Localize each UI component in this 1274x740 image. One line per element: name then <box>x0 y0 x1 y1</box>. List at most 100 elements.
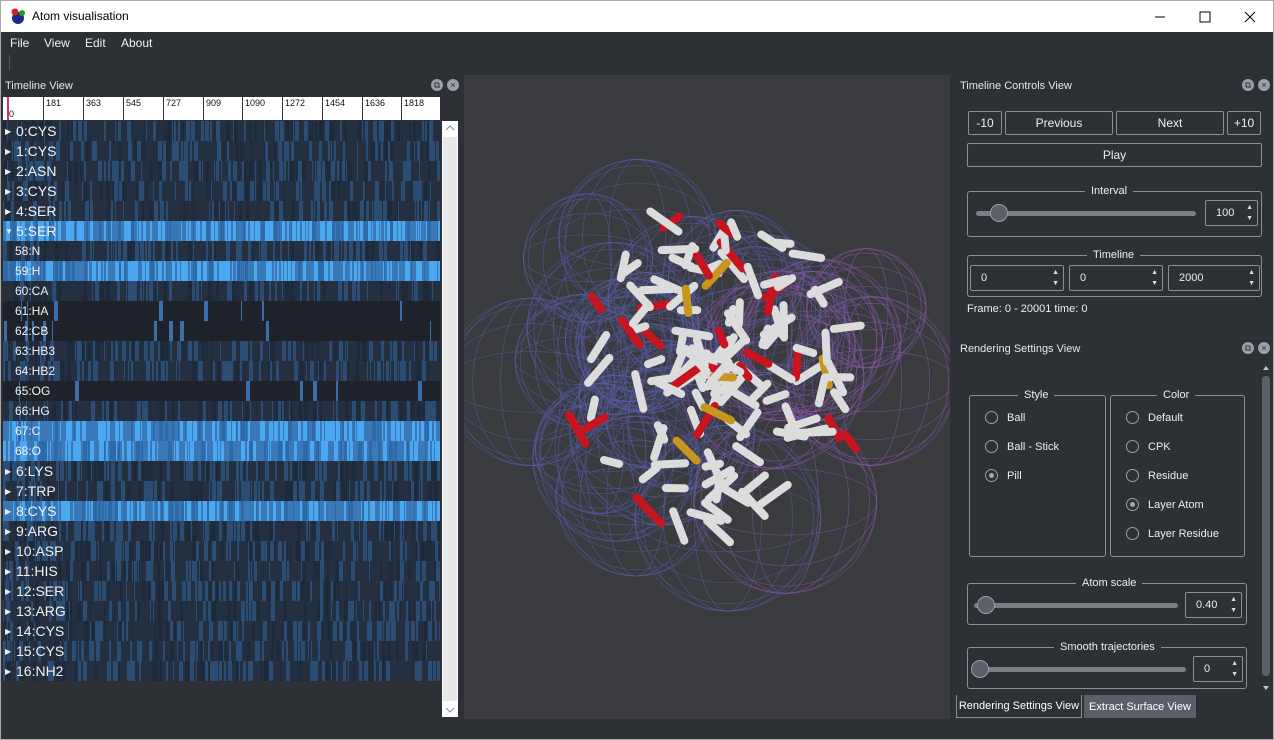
smooth-spinbox[interactable]: 0 ▲ ▼ <box>1193 656 1243 682</box>
timeline-row[interactable]: ▶ 6:LYS <box>3 461 440 481</box>
expand-arrow-icon[interactable]: ▶ <box>5 607 12 616</box>
timeline-row[interactable]: ▶ 3:CYS <box>3 181 440 201</box>
float-icon[interactable]: ⧉ <box>1242 342 1254 354</box>
timeline-scroll-thumb[interactable] <box>443 137 457 701</box>
scroll-up-icon[interactable] <box>442 121 458 135</box>
spin-down-icon[interactable]: ▼ <box>1248 280 1255 287</box>
maximize-button[interactable] <box>1182 1 1228 32</box>
radio-icon[interactable] <box>1126 469 1139 482</box>
menu-view[interactable]: View <box>44 36 70 50</box>
expanded-arrow-icon[interactable]: ▼ <box>5 227 13 236</box>
timeline-ruler[interactable]: 0 181 363 545 727 909 1090 1272 1454 1636 1818 <box>3 97 440 120</box>
previous-button[interactable]: Previous <box>1005 111 1113 135</box>
molecule-3d-viewport[interactable] <box>446 75 956 719</box>
timeline-row[interactable]: 66:HG <box>3 401 440 421</box>
tab-rendering-settings[interactable]: Rendering Settings View <box>956 695 1082 718</box>
timeline-row[interactable]: ▶ 13:ARG <box>3 601 440 621</box>
expand-arrow-icon[interactable]: ▶ <box>5 487 12 496</box>
minus-10-button[interactable]: -10 <box>968 111 1002 135</box>
timeline-end-spinbox[interactable]: 2000 ▲ ▼ <box>1168 265 1260 291</box>
radio-icon[interactable] <box>985 440 998 453</box>
expand-arrow-icon[interactable]: ▶ <box>5 547 12 556</box>
radio-checked-icon[interactable] <box>985 469 998 482</box>
expand-arrow-icon[interactable]: ▶ <box>5 207 12 216</box>
atom-scale-slider-track[interactable] <box>974 603 1178 608</box>
timeline-row[interactable]: ▶ 10:ASP <box>3 541 440 561</box>
atom-scale-spinbox[interactable]: 0.40 ▲ ▼ <box>1185 592 1242 618</box>
menu-edit[interactable]: Edit <box>85 36 106 50</box>
expand-arrow-icon[interactable]: ▶ <box>5 627 12 636</box>
timeline-row[interactable]: 63:HB3 <box>3 341 440 361</box>
minimize-button[interactable] <box>1137 1 1183 32</box>
timeline-row[interactable]: 61:HA <box>3 301 440 321</box>
expand-arrow-icon[interactable]: ▶ <box>5 667 12 676</box>
next-button[interactable]: Next <box>1116 111 1224 135</box>
interval-slider-track[interactable] <box>976 211 1196 216</box>
timeline-current-spinbox[interactable]: 0 ▲ ▼ <box>1069 265 1163 291</box>
scroll-down-icon[interactable] <box>442 703 458 717</box>
timeline-row[interactable]: ▶ 14:CYS <box>3 621 440 641</box>
style-option-ball-stick[interactable]: Ball - Stick <box>985 440 1059 453</box>
timeline-row[interactable]: ▶ 2:ASN <box>3 161 440 181</box>
close-panel-icon[interactable]: × <box>1258 342 1270 354</box>
menu-file[interactable]: File <box>10 36 30 50</box>
expand-arrow-icon[interactable]: ▶ <box>5 127 12 136</box>
toolbar-handle[interactable] <box>9 55 11 70</box>
color-option-layer-residue[interactable]: Layer Residue <box>1126 527 1219 540</box>
radio-checked-icon[interactable] <box>1126 498 1139 511</box>
color-option-residue[interactable]: Residue <box>1126 469 1188 482</box>
spin-up-icon[interactable]: ▲ <box>1246 204 1253 211</box>
spin-down-icon[interactable]: ▼ <box>1052 280 1059 287</box>
color-option-cpk[interactable]: CPK <box>1126 440 1171 453</box>
timeline-row[interactable]: 67:C <box>3 421 440 441</box>
scroll-down-icon[interactable] <box>1260 683 1272 693</box>
expand-arrow-icon[interactable]: ▶ <box>5 507 12 516</box>
expand-arrow-icon[interactable]: ▶ <box>5 527 12 536</box>
float-icon[interactable]: ⧉ <box>431 79 443 91</box>
timeline-row[interactable]: ▶ 4:SER <box>3 201 440 221</box>
spin-down-icon[interactable]: ▼ <box>1246 215 1253 222</box>
timeline-row[interactable]: ▶ 7:TRP <box>3 481 440 501</box>
current-frame-marker[interactable] <box>7 97 9 120</box>
timeline-row[interactable]: ▶ 0:CYS <box>3 121 440 141</box>
timeline-row[interactable]: 60:CA <box>3 281 440 301</box>
style-option-ball[interactable]: Ball <box>985 411 1025 424</box>
timeline-row[interactable]: 59:H <box>3 261 440 281</box>
radio-icon[interactable] <box>1126 411 1139 424</box>
close-panel-icon[interactable]: × <box>1258 79 1270 91</box>
timeline-row[interactable]: ▶ 11:HIS <box>3 561 440 581</box>
timeline-start-spinbox[interactable]: 0 ▲ ▼ <box>970 265 1064 291</box>
expand-arrow-icon[interactable]: ▶ <box>5 187 12 196</box>
expand-arrow-icon[interactable]: ▶ <box>5 167 12 176</box>
spin-up-icon[interactable]: ▲ <box>1231 660 1238 667</box>
spin-up-icon[interactable]: ▲ <box>1248 269 1255 276</box>
timeline-row[interactable]: ▶ 8:CYS <box>3 501 440 521</box>
radio-icon[interactable] <box>1126 440 1139 453</box>
smooth-slider-track[interactable] <box>974 667 1186 672</box>
expand-arrow-icon[interactable]: ▶ <box>5 467 12 476</box>
tab-extract-surface[interactable]: Extract Surface View <box>1084 695 1196 718</box>
spin-down-icon[interactable]: ▼ <box>1230 607 1237 614</box>
atom-scale-slider-knob[interactable] <box>977 596 995 614</box>
molecule-render[interactable] <box>446 75 956 719</box>
timeline-row[interactable]: 65:OG <box>3 381 440 401</box>
timeline-row[interactable]: ▶ 1:CYS <box>3 141 440 161</box>
interval-spinbox[interactable]: 100 ▲ ▼ <box>1205 200 1258 226</box>
expand-arrow-icon[interactable]: ▶ <box>5 567 12 576</box>
spin-up-icon[interactable]: ▲ <box>1230 596 1237 603</box>
radio-icon[interactable] <box>1126 527 1139 540</box>
expand-arrow-icon[interactable]: ▶ <box>5 147 12 156</box>
color-option-default[interactable]: Default <box>1126 411 1183 424</box>
timeline-row[interactable]: ▶ 9:ARG <box>3 521 440 541</box>
timeline-row[interactable]: 62:CB <box>3 321 440 341</box>
interval-slider-knob[interactable] <box>990 204 1008 222</box>
float-icon[interactable]: ⧉ <box>1242 79 1254 91</box>
settings-scroll-thumb[interactable] <box>1262 376 1270 676</box>
settings-scrollbar[interactable] <box>1260 363 1272 693</box>
timeline-row[interactable]: 64:HB2 <box>3 361 440 381</box>
spin-down-icon[interactable]: ▼ <box>1151 280 1158 287</box>
play-button[interactable]: Play <box>967 143 1262 167</box>
smooth-slider-knob[interactable] <box>971 660 989 678</box>
spin-up-icon[interactable]: ▲ <box>1151 269 1158 276</box>
timeline-row[interactable]: ▶ 16:NH2 <box>3 661 440 681</box>
